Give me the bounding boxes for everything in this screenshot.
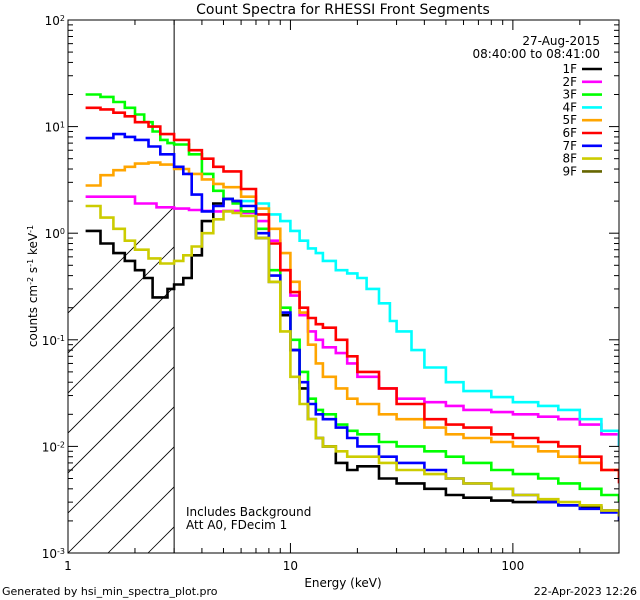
y-tick-label: 10-2 [42,440,65,455]
series-line-2F [85,195,619,447]
date-label: 27-Aug-2015 [522,34,600,48]
hatch-line [68,206,175,314]
hatch-line [468,20,640,553]
y-axis-label: counts cm-2 s-1 keV-1 [26,225,41,347]
legend-label-8F: 8F [562,152,577,166]
hatch-line [268,20,640,553]
legend-label-1F: 1F [562,62,577,76]
hatch-line [308,20,640,553]
legend-label-4F: 4F [562,100,577,114]
generated-by-label: Generated by hsi_min_spectra_plot.pro [2,585,218,598]
y-tick-label: 100 [45,227,65,242]
hatch-line [348,20,640,553]
series-line-7F [85,132,619,521]
hatch-line [588,20,640,553]
legend-label-9F: 9F [562,164,577,178]
plot-frame [67,19,620,554]
legend-label-7F: 7F [562,139,577,153]
series-line-6F [85,106,619,484]
hatch-line [68,446,175,553]
y-tick-label: 10-3 [42,547,65,562]
annotation-attenuator: Att A0, FDecim 1 [186,518,287,532]
legend-label-5F: 5F [562,113,577,127]
time-range-label: 08:40:00 to 08:41:00 [473,47,600,61]
chart-title: Count Spectra for RHESSI Front Segments [196,2,490,18]
hatch-line [68,286,175,394]
legend-label-6F: 6F [562,126,577,140]
footer-date-label: 22-Apr-2023 12:26 [534,585,637,598]
series-line-4F [241,199,619,447]
y-tick-label: 102 [45,14,65,29]
annotation-background: Includes Background [186,505,311,519]
hatch-line [68,406,175,514]
x-tick-label: 10 [283,559,298,573]
x-tick-label: 1 [64,559,72,573]
hatch-line [68,366,175,474]
y-tick-label: 10-1 [42,333,65,348]
legend-label-2F: 2F [562,75,577,89]
legend-label-3F: 3F [562,88,577,102]
shaded-region-hatch [68,20,640,553]
x-axis-label: Energy (keV) [304,576,381,590]
x-tick-label: 100 [501,559,524,573]
hatch-line [107,486,175,553]
hatch-line [68,246,175,354]
y-tick-label: 101 [45,120,65,135]
hatch-line [68,326,175,434]
series-line-8F [85,204,619,517]
series-line-1F [85,197,619,517]
